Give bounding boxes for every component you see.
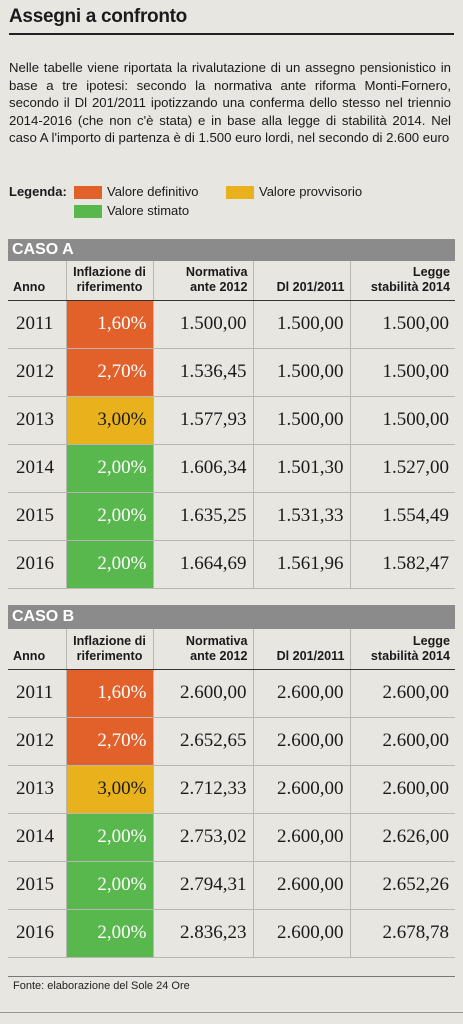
cell-anno: 2012 xyxy=(8,717,66,766)
cell-dl: 1.500,00 xyxy=(252,348,350,397)
cell-legge: 1.500,00 xyxy=(349,300,455,349)
col-header-legge: Legge stabilità 2014 xyxy=(349,629,455,670)
caso-b-table: Anno Inflazione di riferimento Normativa a… xyxy=(8,629,455,958)
table-row: 2014 2,00% 1.606,34 1.501,30 1.527,00 xyxy=(8,444,455,493)
cell-inflazione: 2,00% xyxy=(65,492,153,541)
cell-dl: 2.600,00 xyxy=(252,909,350,958)
legend-text-provvisorio: Valore provvisorio xyxy=(259,184,363,199)
cell-legge: 2.600,00 xyxy=(349,717,455,766)
legend-text-definitivo: Valore definitivo xyxy=(107,184,199,199)
cell-dl: 2.600,00 xyxy=(252,861,350,910)
cell-normativa: 1.635,25 xyxy=(152,492,253,541)
cell-normativa: 2.836,23 xyxy=(152,909,253,958)
cell-anno: 2015 xyxy=(8,861,66,910)
cell-inflazione: 2,00% xyxy=(65,444,153,493)
legend-text-stimato: Valore stimato xyxy=(107,203,190,218)
col-header-dl: Dl 201/2011 xyxy=(252,261,350,301)
cell-legge: 1.554,49 xyxy=(349,492,455,541)
cell-anno: 2011 xyxy=(8,669,66,718)
cell-inflazione: 2,70% xyxy=(65,717,153,766)
col-header-anno: Anno xyxy=(8,261,66,301)
cell-anno: 2014 xyxy=(8,813,66,862)
table-row: 2015 2,00% 1.635,25 1.531,33 1.554,49 xyxy=(8,492,455,541)
cell-normativa: 1.577,93 xyxy=(152,396,253,445)
cell-anno: 2011 xyxy=(8,300,66,349)
col-header-inflazione: Inflazione di riferimento xyxy=(65,629,153,670)
legend-swatch-definitivo xyxy=(74,186,102,199)
source-footer: Fonte: elaborazione del Sole 24 Ore xyxy=(8,976,455,994)
table-row: 2012 2,70% 1.536,45 1.500,00 1.500,00 xyxy=(8,348,455,397)
cell-normativa: 2.600,00 xyxy=(152,669,253,718)
intro-text: Nelle tabelle viene riportata la rivalut… xyxy=(9,60,451,146)
cell-inflazione: 2,00% xyxy=(65,861,153,910)
col-header-dl: Dl 201/2011 xyxy=(252,629,350,670)
legend-swatch-stimato xyxy=(74,205,102,218)
cell-legge: 1.527,00 xyxy=(349,444,455,493)
cell-anno: 2016 xyxy=(8,909,66,958)
cell-legge: 1.500,00 xyxy=(349,348,455,397)
cell-normativa: 2.753,02 xyxy=(152,813,253,862)
table-row: 2016 2,00% 2.836,23 2.600,00 2.678,78 xyxy=(8,909,455,958)
cell-normativa: 2.794,31 xyxy=(152,861,253,910)
cell-dl: 2.600,00 xyxy=(252,813,350,862)
cell-normativa: 2.712,33 xyxy=(152,765,253,814)
caso-a-table: Anno Inflazione di riferimento Normativa a… xyxy=(8,261,455,589)
cell-dl: 2.600,00 xyxy=(252,717,350,766)
cell-normativa: 2.652,65 xyxy=(152,717,253,766)
cell-anno: 2013 xyxy=(8,765,66,814)
table-row: 2012 2,70% 2.652,65 2.600,00 2.600,00 xyxy=(8,717,455,766)
cell-legge: 2.678,78 xyxy=(349,909,455,958)
cell-anno: 2016 xyxy=(8,540,66,589)
cell-dl: 1.561,96 xyxy=(252,540,350,589)
cell-anno: 2014 xyxy=(8,444,66,493)
col-header-legge: Legge stabilità 2014 xyxy=(349,261,455,301)
cell-dl: 2.600,00 xyxy=(252,765,350,814)
bottom-divider xyxy=(0,1012,463,1013)
cell-inflazione: 2,00% xyxy=(65,813,153,862)
cell-dl: 1.500,00 xyxy=(252,300,350,349)
table-row: 2011 1,60% 2.600,00 2.600,00 2.600,00 xyxy=(8,669,455,718)
cell-inflazione: 2,00% xyxy=(65,909,153,958)
cell-legge: 1.582,47 xyxy=(349,540,455,589)
legend-label: Legenda: xyxy=(9,184,67,199)
table-row: 2014 2,00% 2.753,02 2.600,00 2.626,00 xyxy=(8,813,455,862)
caso-b-header: CASO B xyxy=(8,605,455,629)
table-row: 2013 3,00% 2.712,33 2.600,00 2.600,00 xyxy=(8,765,455,814)
cell-legge: 2.600,00 xyxy=(349,669,455,718)
cell-normativa: 1.606,34 xyxy=(152,444,253,493)
cell-normativa: 1.664,69 xyxy=(152,540,253,589)
cell-legge: 2.652,26 xyxy=(349,861,455,910)
cell-inflazione: 1,60% xyxy=(65,669,153,718)
cell-dl: 1.531,33 xyxy=(252,492,350,541)
cell-dl: 2.600,00 xyxy=(252,669,350,718)
cell-anno: 2015 xyxy=(8,492,66,541)
col-header-inflazione: Inflazione di riferimento xyxy=(65,261,153,301)
cell-dl: 1.501,30 xyxy=(252,444,350,493)
cell-normativa: 1.536,45 xyxy=(152,348,253,397)
table-row: 2011 1,60% 1.500,00 1.500,00 1.500,00 xyxy=(8,300,455,349)
cell-inflazione: 2,00% xyxy=(65,540,153,589)
col-header-normativa: Normativa ante 2012 xyxy=(152,629,253,670)
col-header-normativa: Normativa ante 2012 xyxy=(152,261,253,301)
cell-legge: 1.500,00 xyxy=(349,396,455,445)
cell-inflazione: 2,70% xyxy=(65,348,153,397)
cell-legge: 2.600,00 xyxy=(349,765,455,814)
cell-anno: 2012 xyxy=(8,348,66,397)
cell-anno: 2013 xyxy=(8,396,66,445)
cell-normativa: 1.500,00 xyxy=(152,300,253,349)
table-row: 2015 2,00% 2.794,31 2.600,00 2.652,26 xyxy=(8,861,455,910)
page-title: Assegni a confronto xyxy=(9,6,454,35)
cell-legge: 2.626,00 xyxy=(349,813,455,862)
caso-a-header: CASO A xyxy=(8,239,455,261)
legend-swatch-provvisorio xyxy=(226,186,254,199)
cell-inflazione: 3,00% xyxy=(65,765,153,814)
cell-dl: 1.500,00 xyxy=(252,396,350,445)
col-header-anno: Anno xyxy=(8,629,66,670)
cell-inflazione: 3,00% xyxy=(65,396,153,445)
table-row: 2016 2,00% 1.664,69 1.561,96 1.582,47 xyxy=(8,540,455,589)
table-row: 2013 3,00% 1.577,93 1.500,00 1.500,00 xyxy=(8,396,455,445)
cell-inflazione: 1,60% xyxy=(65,300,153,349)
